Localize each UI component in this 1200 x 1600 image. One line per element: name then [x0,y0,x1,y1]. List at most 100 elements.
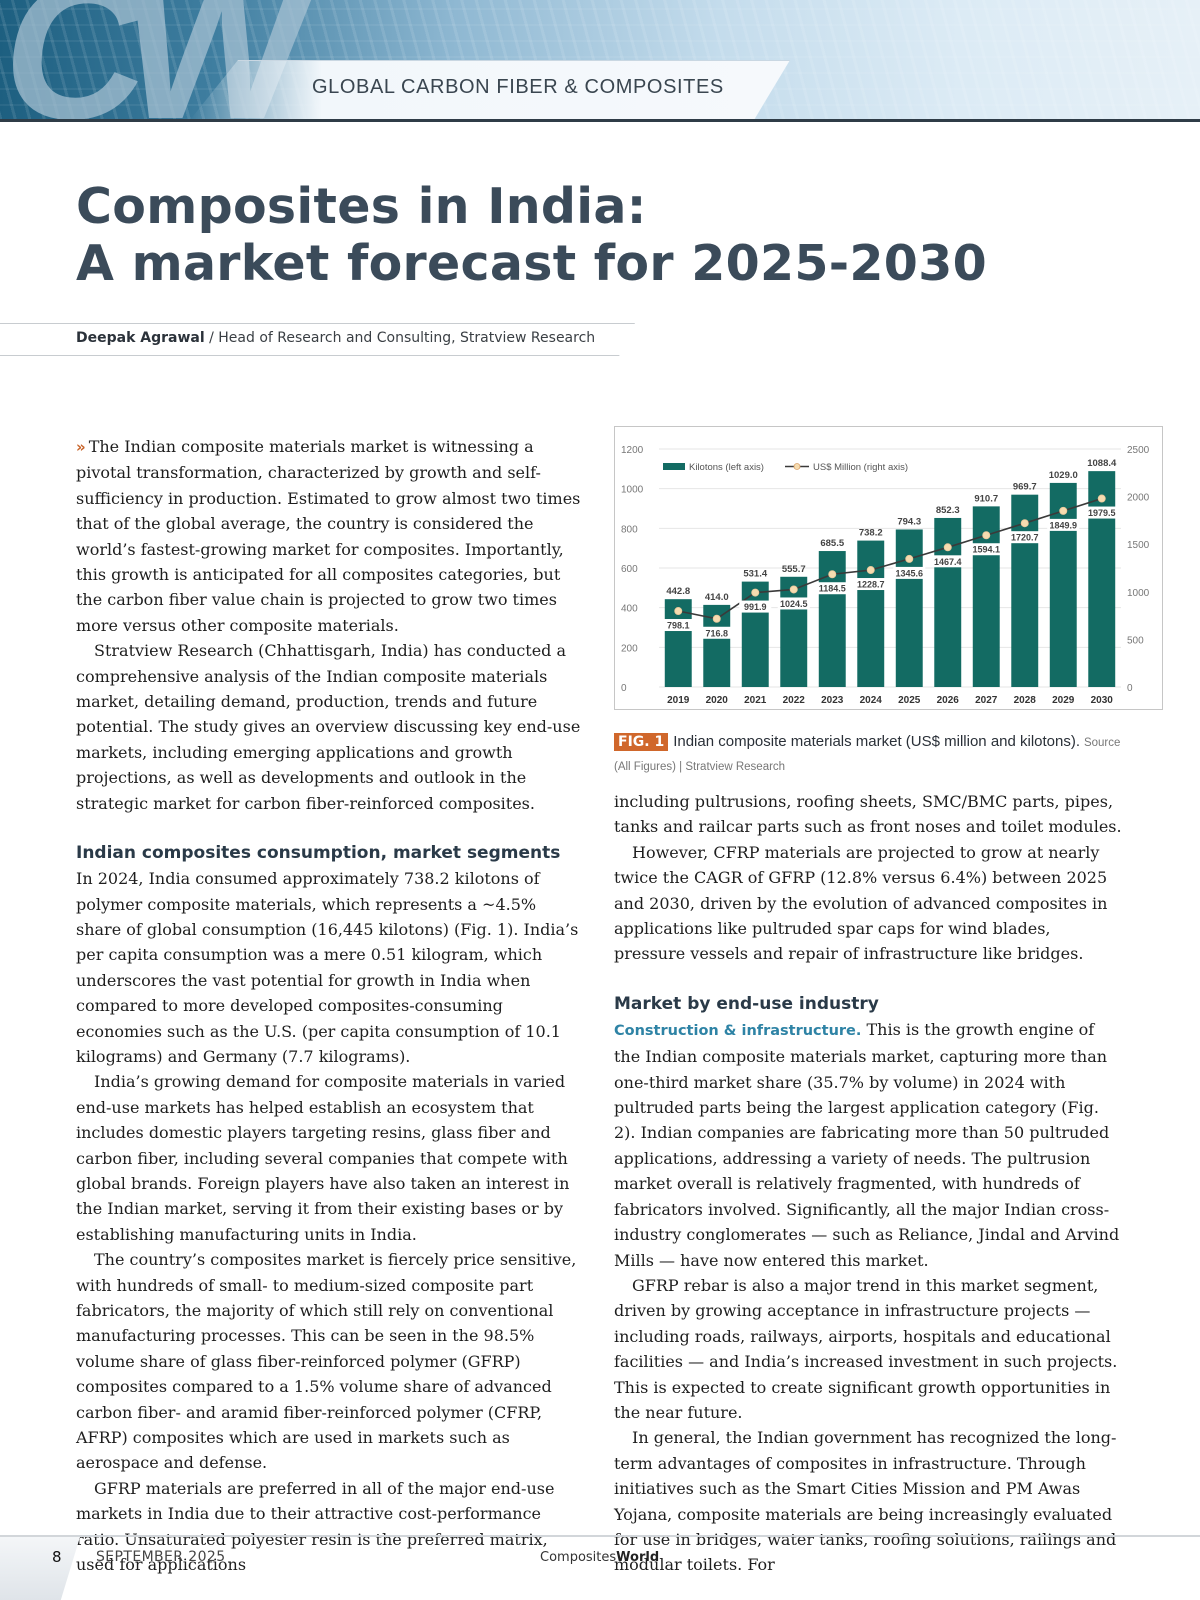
bar-data-label: 738.2 [859,528,883,539]
x-axis-tick-label: 2019 [667,695,690,706]
bar-kilotons [895,529,923,687]
subhead-consumption: Indian composites consumption, market se… [76,843,561,864]
subhead-end-use: Market by end-use industry [614,993,879,1014]
line-data-label: 991.9 [744,602,767,612]
x-axis-tick-label: 2021 [744,695,767,706]
brand-suffix: World [616,1550,660,1565]
line-marker [789,585,798,594]
legend-label-usd: US$ Million (right axis) [813,462,908,473]
left-axis-tick-label: 1200 [621,445,644,456]
line-data-label-bg [1085,506,1118,519]
line-marker [1097,494,1106,503]
header-banner: CW GLOBAL CARBON FIBER & COMPOSITES [0,0,1200,122]
byline-frame [0,323,635,356]
paragraph: In 2024, India consumed approximately 73… [76,869,579,1066]
publication-brand: CompositesWorld [540,1550,659,1565]
section-label: GLOBAL CARBON FIBER & COMPOSITES [312,76,724,98]
left-axis-tick-label: 400 [621,604,638,615]
author-role: Head of Research and Consulting, Stratvi… [218,330,596,346]
line-data-label: 716.8 [705,628,728,638]
line-data-label-bg [1008,531,1041,544]
line-data-label: 1228.7 [857,580,885,590]
line-data-label-bg [662,619,695,632]
left-axis-tick-label: 600 [621,564,638,575]
paragraph: Stratview Research (Chhattisgarh, India)… [76,641,581,813]
runin-heading: Construction & infrastructure. [614,1022,862,1039]
right-axis-tick-label: 1500 [1127,540,1150,551]
lead-paragraph: » The Indian composite materials market i… [76,434,584,638]
footer-tab [0,1537,80,1600]
line-data-label-bg [816,582,849,595]
line-data-label: 1594.1 [972,545,1000,555]
figure-1-chart: 0 200 400 600 800 1000 1200 0 500 1000 1500 2000 250… [614,426,1163,710]
figure-caption: FIG. 1 Indian composite materials market … [614,730,1134,778]
header-rule [0,119,1200,122]
line-marker [712,614,721,623]
paragraph-text: This is the growth engine of the Indian … [614,1019,1120,1270]
line-data-label: 1849.9 [1049,520,1077,530]
line-marker [866,566,875,575]
bar-data-label: 1088.4 [1087,458,1117,469]
figure-source: Source (All Figures) | Stratview Researc… [614,737,1121,773]
x-axis-tick-label: 2025 [898,695,921,706]
bar-kilotons [780,576,808,687]
legend-swatch-kilotons [663,463,685,470]
section-label-plate [190,60,790,120]
byline: Deepak Agrawal / Head of Research and Co… [76,330,595,346]
line-marker [943,543,952,552]
paragraph: The country’s composites market is fierc… [76,1250,577,1473]
bar-data-label: 442.8 [666,586,690,597]
line-marker [982,531,991,540]
line-data-label-bg [854,578,887,591]
issue-date: SEPTEMBER 2025 [96,1549,226,1565]
bar-data-label: 531.4 [743,569,767,580]
left-axis-tick-label: 200 [621,643,638,654]
figure-tag: FIG. 1 [614,733,669,751]
bar-kilotons [1049,482,1077,687]
bar-kilotons [741,581,769,687]
x-axis-tick-label: 2030 [1091,695,1114,706]
right-axis-tick-label: 1000 [1127,588,1150,599]
title-line-2: A market forecast for 2025-2030 [76,235,987,292]
right-axis-tick-label: 0 [1127,683,1133,694]
paragraph: However, CFRP materials are projected to… [614,842,1108,964]
left-axis-tick-label: 1000 [621,485,644,496]
article-title: Composites in India: A market forecast f… [76,178,1076,292]
left-axis-tick-label: 0 [621,683,627,694]
bar-data-label: 910.7 [974,493,998,504]
brand-prefix: Composites [540,1550,617,1565]
paragraph: In general, the Indian government has re… [614,1428,1117,1575]
legend-swatch-marker [793,463,801,470]
bar-data-label: 555.7 [782,564,806,575]
line-data-label-bg [1047,518,1080,531]
line-marker [674,607,683,616]
bar-data-label: 852.3 [936,505,960,516]
line-data-label-bg [777,597,810,610]
title-line-1: Composites in India: [76,178,647,235]
author-name: Deepak Agrawal [76,330,205,346]
bar-data-label: 969.7 [1013,482,1037,493]
line-data-label-bg [931,555,964,568]
paragraph-construction: Construction & infrastructure. This is t… [614,1017,1122,1273]
bar-kilotons [1088,471,1116,687]
page-number: 8 [52,1548,62,1566]
line-data-label: 1720.7 [1011,533,1039,543]
line-data-label: 1345.6 [895,568,923,578]
x-axis-tick-label: 2023 [821,695,844,706]
x-axis-tick-label: 2024 [860,695,883,706]
paragraph: India’s growing demand for composite mat… [76,1072,570,1244]
x-axis-tick-label: 2020 [706,695,729,706]
chart-svg: 0 200 400 600 800 1000 1200 0 500 1000 1500 2000 250… [621,445,1150,706]
line-data-label-bg [893,566,926,579]
line-data-label-bg [970,543,1003,556]
line-data-label: 1979.5 [1088,508,1116,518]
x-axis-tick-label: 2026 [937,695,960,706]
line-marker [828,570,837,579]
legend-label-kilotons: Kilotons (left axis) [689,462,764,473]
line-usd-million [678,497,1102,620]
bar-data-label: 414.0 [705,592,729,603]
line-data-label-bg [700,626,733,639]
lead-marker-icon: » [76,438,86,456]
right-axis-tick-label: 500 [1127,635,1144,646]
paragraph: GFRP materials are preferred in all of t… [76,1478,555,1575]
